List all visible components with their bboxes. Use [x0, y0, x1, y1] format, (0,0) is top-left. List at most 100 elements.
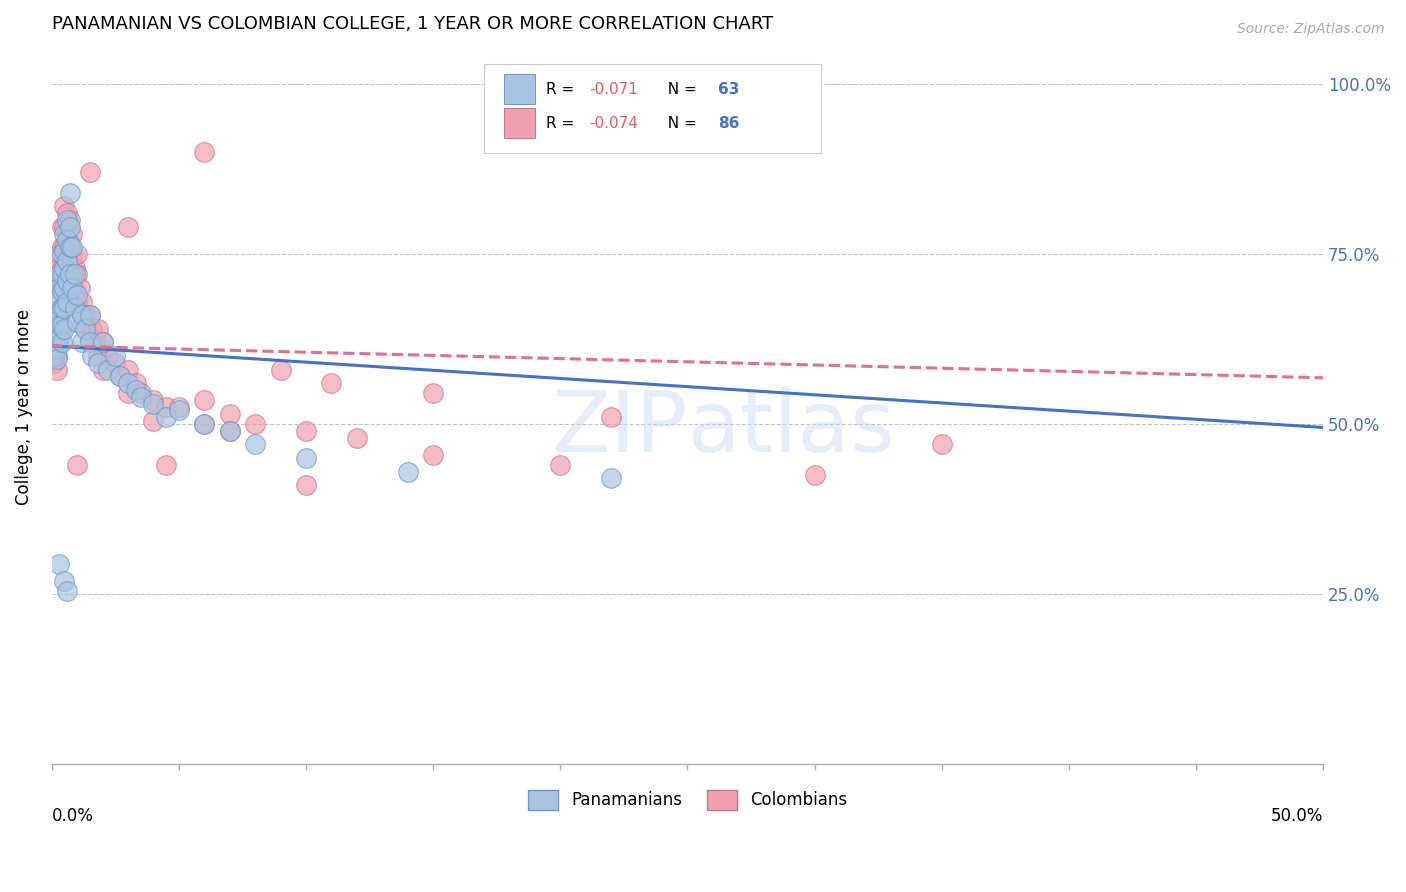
Point — [803, 468, 825, 483]
Point — [79, 165, 101, 179]
Point — [72, 294, 94, 309]
Point — [56, 247, 79, 261]
Point — [48, 260, 70, 275]
Point — [142, 393, 165, 408]
Point — [45, 335, 67, 350]
Point — [193, 393, 215, 408]
Point — [295, 451, 318, 466]
Point — [155, 400, 177, 414]
Point — [53, 199, 76, 213]
Text: 50.0%: 50.0% — [1271, 807, 1323, 825]
Point — [51, 318, 73, 333]
Point — [104, 349, 127, 363]
Point — [44, 345, 66, 359]
Point — [48, 557, 70, 571]
Point — [53, 244, 76, 258]
Point — [51, 240, 73, 254]
Point — [48, 322, 70, 336]
Text: 0.0%: 0.0% — [52, 807, 94, 825]
Point — [44, 339, 66, 353]
Point — [72, 335, 94, 350]
Point — [73, 322, 96, 336]
Point — [422, 386, 444, 401]
Point — [58, 268, 80, 282]
Point — [56, 206, 79, 220]
Y-axis label: College, 1 year or more: College, 1 year or more — [15, 309, 32, 505]
Point — [72, 318, 94, 333]
Point — [45, 342, 67, 356]
Point — [58, 186, 80, 200]
Point — [84, 335, 107, 350]
Point — [243, 417, 266, 431]
Point — [58, 260, 80, 275]
Point — [66, 458, 89, 472]
Point — [82, 349, 104, 363]
Point — [600, 410, 623, 425]
Point — [295, 478, 318, 492]
Point — [56, 270, 79, 285]
Point — [53, 322, 76, 336]
Point — [60, 240, 83, 254]
Point — [63, 260, 86, 275]
Point — [56, 227, 79, 241]
Point — [86, 356, 108, 370]
Point — [56, 274, 79, 288]
Point — [155, 410, 177, 425]
Point — [117, 376, 139, 391]
Text: N =: N = — [658, 82, 702, 96]
Point — [86, 322, 108, 336]
Point — [45, 335, 67, 350]
FancyBboxPatch shape — [505, 109, 534, 138]
Point — [167, 403, 190, 417]
Point — [45, 322, 67, 336]
Point — [56, 233, 79, 247]
Point — [60, 251, 83, 265]
Point — [66, 247, 89, 261]
Point — [58, 240, 80, 254]
Point — [48, 281, 70, 295]
Point — [56, 213, 79, 227]
Point — [218, 407, 240, 421]
Text: N =: N = — [658, 116, 702, 131]
Point — [86, 349, 108, 363]
Point — [82, 322, 104, 336]
Point — [66, 315, 89, 329]
Point — [117, 219, 139, 234]
FancyBboxPatch shape — [484, 64, 821, 153]
Point — [48, 332, 70, 346]
Point — [51, 219, 73, 234]
Point — [193, 145, 215, 159]
Point — [69, 305, 91, 319]
Text: Source: ZipAtlas.com: Source: ZipAtlas.com — [1237, 22, 1385, 37]
Point — [155, 458, 177, 472]
Point — [124, 376, 146, 391]
Point — [346, 431, 368, 445]
Point — [53, 574, 76, 588]
Point — [63, 285, 86, 299]
Point — [142, 397, 165, 411]
Point — [295, 424, 318, 438]
Point — [931, 437, 953, 451]
Text: 86: 86 — [718, 116, 740, 131]
Point — [193, 417, 215, 431]
Point — [53, 301, 76, 316]
Point — [45, 362, 67, 376]
Legend: Panamanians, Colombians: Panamanians, Colombians — [520, 783, 853, 817]
Point — [51, 335, 73, 350]
Point — [53, 260, 76, 275]
Text: atlas: atlas — [688, 387, 896, 470]
Point — [60, 281, 83, 295]
Point — [58, 219, 80, 234]
Point — [45, 349, 67, 363]
Point — [53, 240, 76, 254]
Point — [53, 260, 76, 275]
Text: R =: R = — [547, 82, 579, 96]
Point — [167, 400, 190, 414]
Point — [48, 318, 70, 333]
Point — [76, 322, 98, 336]
Point — [56, 253, 79, 268]
Point — [48, 274, 70, 288]
Point — [56, 294, 79, 309]
Point — [124, 383, 146, 397]
Point — [53, 219, 76, 234]
